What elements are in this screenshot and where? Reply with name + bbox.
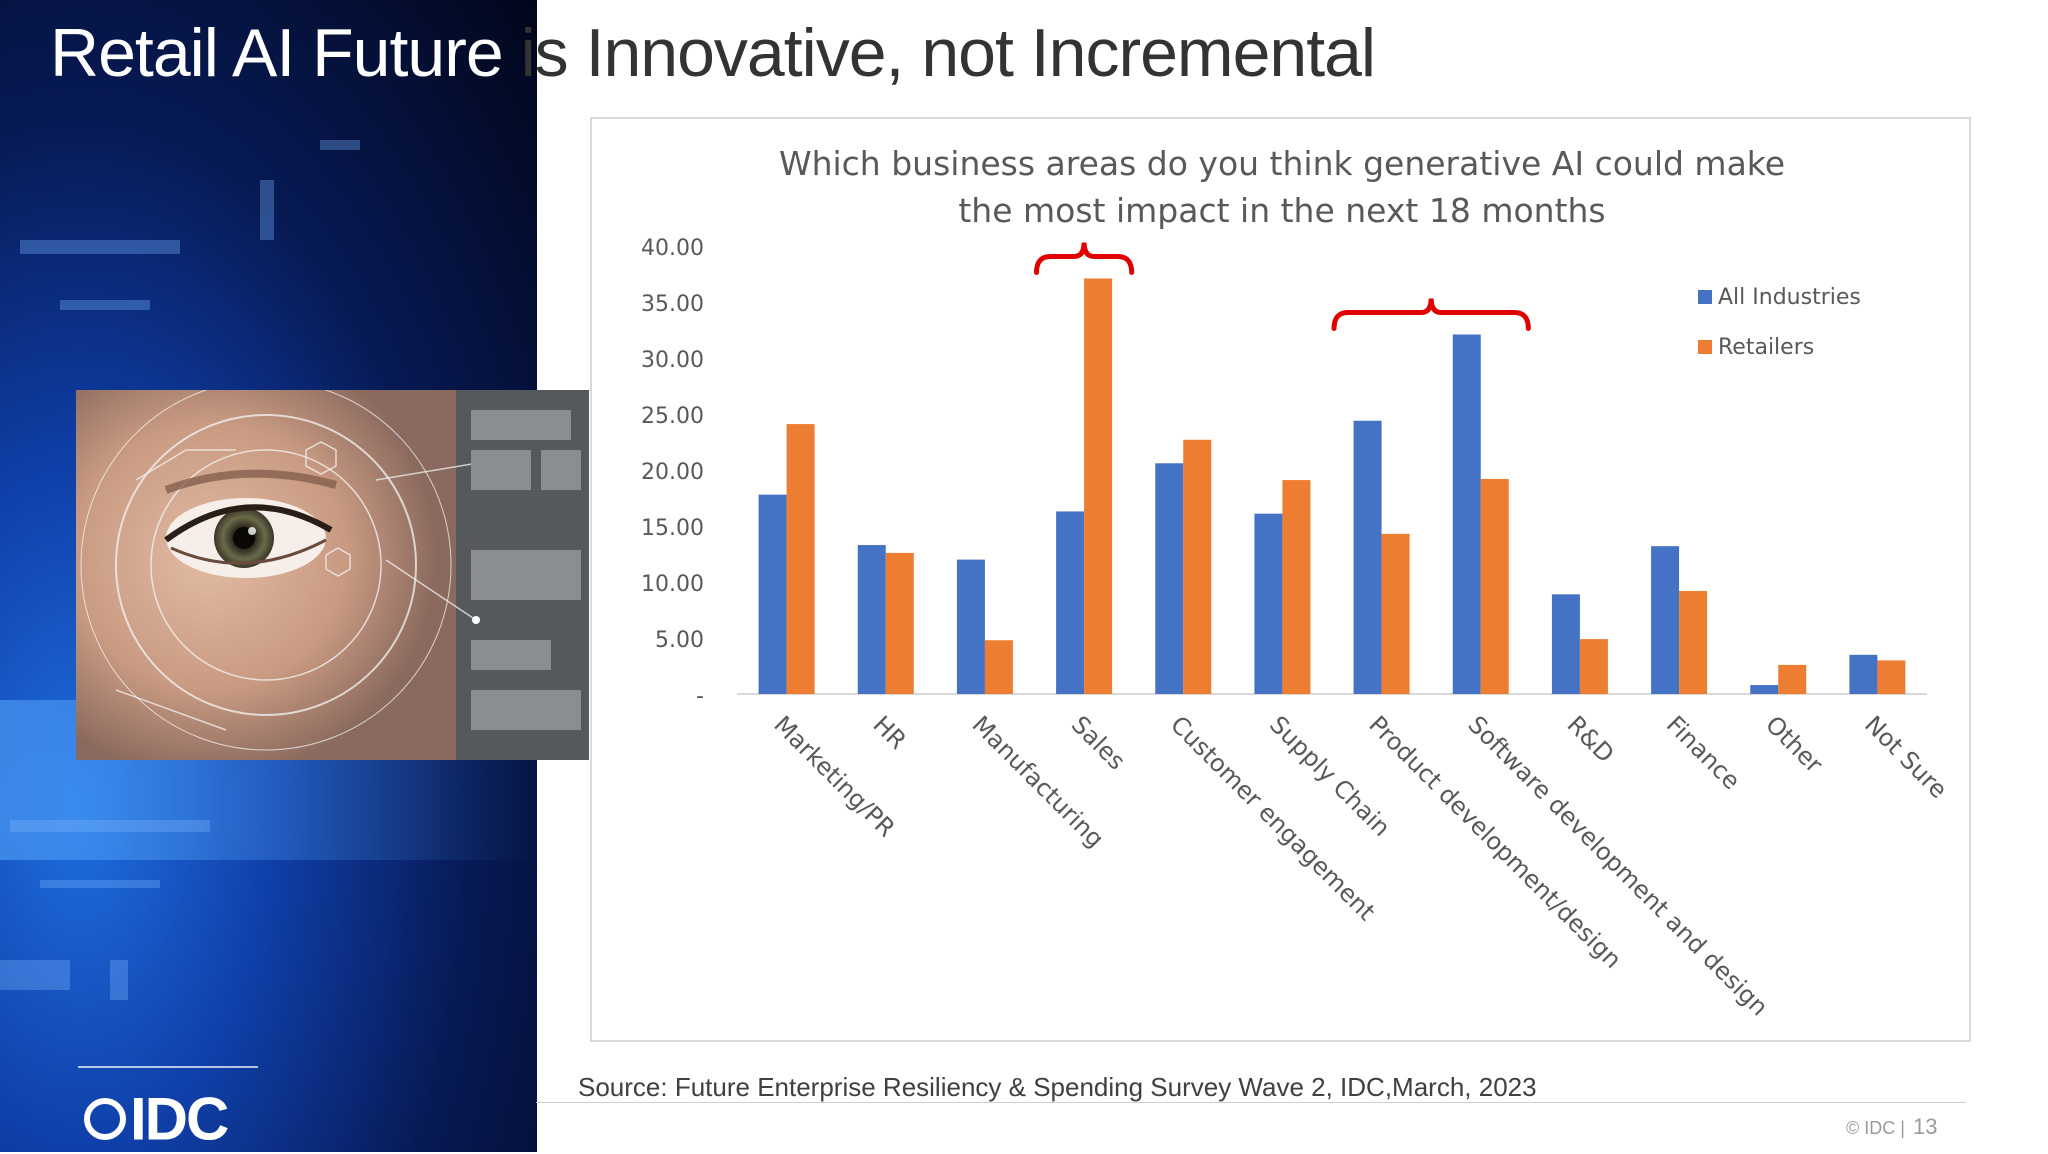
legend-label: All Industries: [1718, 285, 1861, 310]
legend-label: Retailers: [1718, 335, 1814, 360]
copyright-text: © IDC |: [1846, 1118, 1905, 1138]
bar-retailers: [1679, 590, 1708, 694]
idc-logo-mark-icon: [84, 1098, 126, 1141]
background-streak: [20, 240, 180, 254]
chart-title-line-1: Which business areas do you think genera…: [779, 144, 1785, 183]
chart-frame: Which business areas do you think genera…: [590, 117, 1971, 1042]
bar-all-industries: [1056, 511, 1085, 694]
bar-retailers: [1084, 278, 1113, 694]
bar-retailers: [984, 640, 1013, 694]
bars-group: [758, 278, 1906, 694]
bar-retailers: [1579, 639, 1608, 694]
highlight-brace: [1034, 242, 1135, 275]
bar-all-industries: [857, 545, 886, 694]
bar-all-industries: [1551, 594, 1580, 694]
legend-swatch-all-industries: [1698, 290, 1712, 304]
legend-swatch-retailers: [1698, 340, 1712, 354]
y-tick-label: 5.00: [655, 628, 704, 653]
bar-all-industries: [758, 494, 787, 694]
page-number: 13: [1912, 1114, 1938, 1139]
bar-all-industries: [1651, 546, 1680, 694]
legend: All Industries Retailers: [1698, 285, 1861, 360]
background-streak: [40, 880, 160, 888]
page-footer: © IDC | 13: [1846, 1114, 1937, 1140]
slide-title-dark-part: is Innovative, not Incremental: [520, 15, 1376, 91]
slide-title-white-part: Retail AI Future: [50, 15, 521, 91]
background-streak: [60, 300, 150, 310]
y-tick-label: 20.00: [641, 460, 704, 485]
x-tick-label: R&D: [1562, 710, 1620, 768]
idc-logo-text: IDC: [130, 1085, 229, 1153]
bar-all-industries: [1155, 463, 1184, 694]
y-axis: - 5.00 10.00 15.00 20.00 25.00 30.00 35.00 40.00: [641, 236, 704, 709]
bar-all-industries: [1353, 420, 1382, 694]
bar-retailers: [1183, 439, 1212, 694]
background-streak: [320, 140, 360, 150]
bar-all-industries: [1750, 685, 1779, 694]
background-streak: [10, 820, 210, 832]
x-tick-label: Customer engagement: [1165, 710, 1381, 926]
eye-illustration: [76, 390, 589, 760]
bar-all-industries: [1849, 654, 1878, 694]
bar-retailers: [1877, 660, 1906, 694]
bar-retailers: [1778, 664, 1807, 694]
x-tick-label: HR: [868, 710, 912, 754]
bar-retailers: [1480, 478, 1509, 694]
logo-underline: [78, 1066, 258, 1068]
eye-photo: [76, 390, 589, 760]
x-tick-label: Not Sure: [1859, 710, 1953, 804]
y-tick-label: -: [696, 684, 704, 709]
bar-all-industries: [956, 559, 985, 694]
bar-retailers: [1282, 480, 1311, 694]
idc-logo: IDC: [84, 1080, 229, 1154]
slide-title: Retail AI Future is Innovative, not Incr…: [50, 14, 1376, 92]
x-tick-label: Sales: [1066, 710, 1131, 775]
bar-chart: Which business areas do you think genera…: [641, 144, 1953, 1021]
y-tick-label: 30.00: [641, 348, 704, 373]
y-tick-label: 35.00: [641, 292, 704, 317]
x-tick-label: Other: [1760, 710, 1828, 778]
x-tick-label: Finance: [1661, 710, 1746, 795]
footer-divider: [536, 1102, 1966, 1103]
bar-retailers: [1381, 533, 1410, 694]
bar-all-industries: [1254, 513, 1283, 694]
y-tick-label: 15.00: [641, 516, 704, 541]
highlight-brace: [1331, 298, 1531, 331]
bar-retailers: [786, 424, 815, 694]
background-streak: [110, 960, 128, 1000]
bar-all-industries: [1452, 334, 1481, 694]
source-note: Source: Future Enterprise Resiliency & S…: [578, 1072, 1537, 1102]
y-tick-label: 40.00: [641, 236, 704, 261]
background-streak: [0, 960, 70, 990]
background-streak: [260, 180, 274, 240]
bar-retailers: [885, 552, 914, 694]
y-tick-label: 25.00: [641, 404, 704, 429]
chart-title-line-2: the most impact in the next 18 months: [958, 191, 1605, 230]
y-tick-label: 10.00: [641, 572, 704, 597]
